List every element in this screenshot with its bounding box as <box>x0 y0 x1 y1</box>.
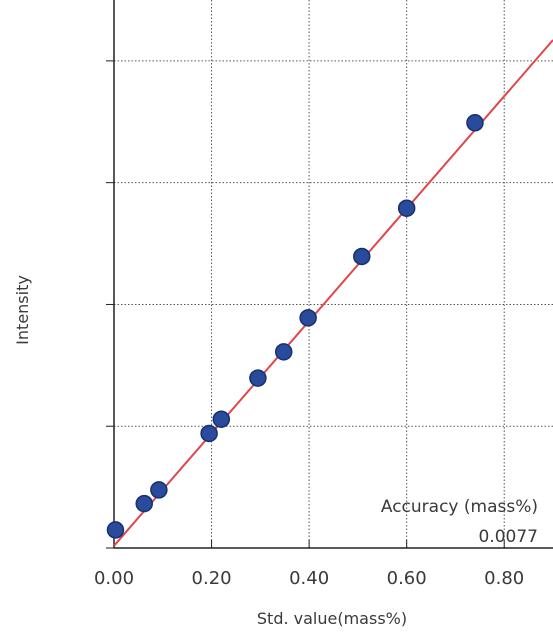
data-point <box>397 199 416 217</box>
data-point <box>200 424 218 443</box>
grid-lines <box>114 0 553 548</box>
data-point <box>150 481 168 499</box>
data-point <box>249 369 267 387</box>
x-axis-title: Std. value(mass%) <box>257 609 407 628</box>
data-point <box>135 494 153 513</box>
data-point <box>353 247 371 266</box>
fit-line <box>113 39 553 547</box>
accuracy-value: 0.0077 <box>479 527 538 547</box>
plot-frame <box>106 0 553 549</box>
y-axis-title: Intensity <box>13 275 32 345</box>
regression-line <box>113 39 553 547</box>
data-point <box>106 521 125 539</box>
x-tick-label: 0.00 <box>94 568 134 589</box>
x-tick-label: 0.80 <box>484 568 524 589</box>
accuracy-label: Accuracy (mass%) <box>381 497 538 517</box>
x-tick-label: 0.20 <box>192 568 232 589</box>
data-point <box>466 114 484 132</box>
x-tick-label: 0.40 <box>289 568 329 589</box>
data-points <box>106 114 484 539</box>
data-point <box>299 309 317 327</box>
data-point <box>212 410 231 428</box>
data-point <box>274 343 293 361</box>
x-tick-labels: 0.00 0.20 0.40 0.60 0.80 <box>94 568 524 589</box>
x-tick-label: 0.60 <box>387 568 427 589</box>
